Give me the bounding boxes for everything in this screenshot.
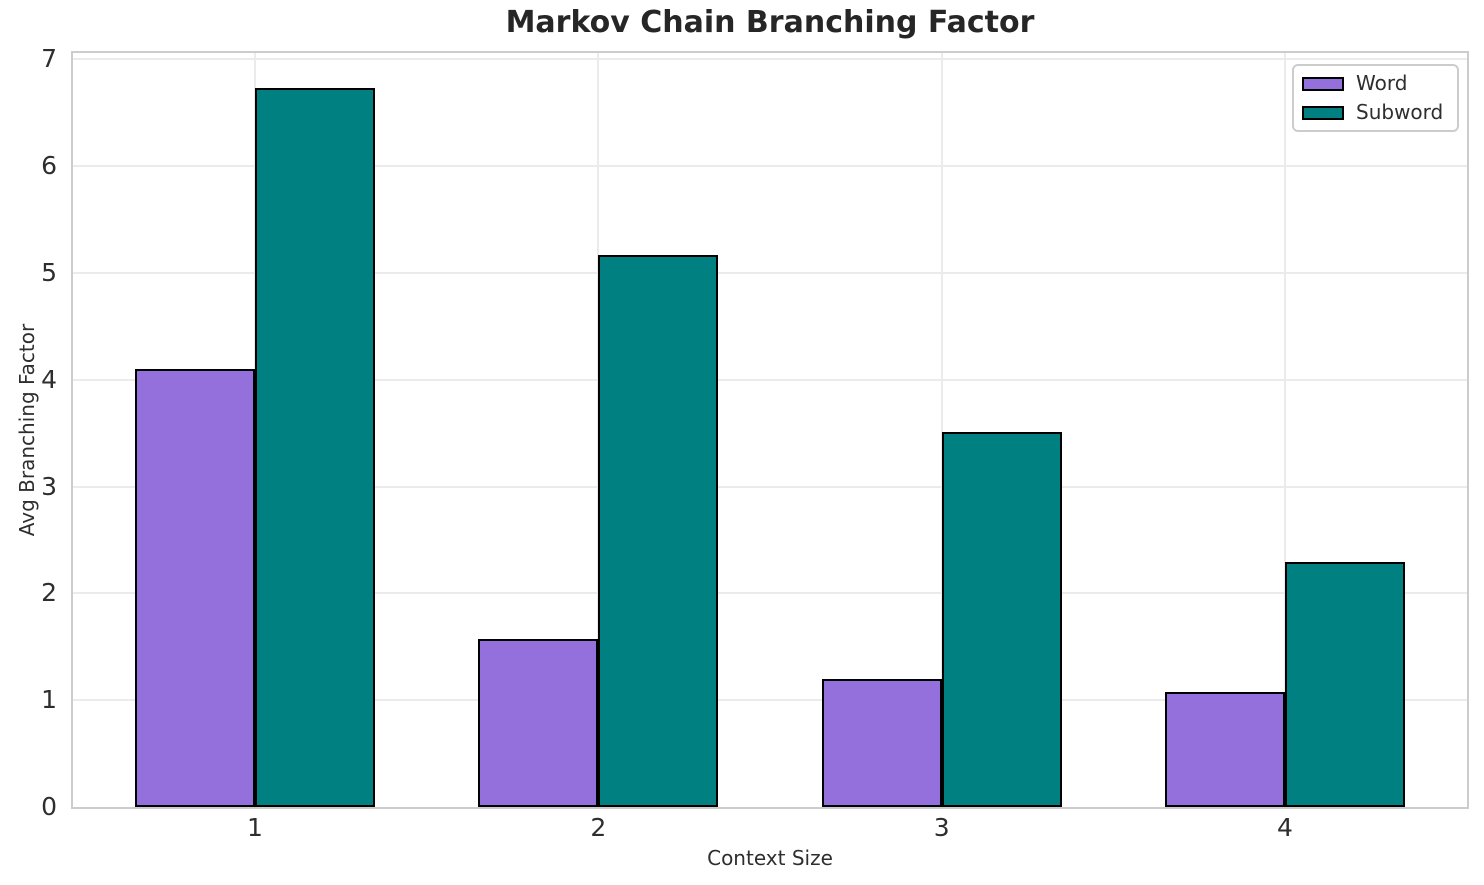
- x-axis-label: Context Size: [707, 846, 833, 870]
- h-gridline: [73, 485, 1467, 488]
- bar-subword-1: [255, 88, 375, 807]
- y-tick-label: 6: [41, 151, 57, 181]
- h-gridline: [73, 165, 1467, 168]
- y-tick-label: 5: [41, 258, 57, 287]
- y-tick-label: 4: [41, 364, 57, 394]
- h-gridline: [73, 272, 1467, 274]
- h-gridline: [73, 592, 1467, 595]
- v-gridline: [1284, 53, 1286, 807]
- y-tick-label: 1: [41, 685, 57, 715]
- bar-subword-2: [598, 255, 719, 807]
- bar-word-2: [478, 639, 599, 807]
- h-gridline: [73, 699, 1467, 702]
- legend-item-word: Word: [1302, 71, 1443, 96]
- word-color-swatch: [1302, 76, 1344, 91]
- subword-color-swatch: [1302, 105, 1344, 120]
- x-tick-label: 2: [590, 813, 607, 842]
- h-gridline: [73, 378, 1467, 381]
- legend-item-subword: Subword: [1302, 100, 1443, 125]
- chart-title: Markov Chain Branching Factor: [505, 5, 1035, 40]
- y-tick-label: 2: [41, 578, 57, 608]
- y-tick-label: 3: [41, 471, 57, 501]
- legend-label-word: Word: [1356, 71, 1408, 95]
- h-gridline: [73, 58, 1467, 61]
- x-tick-label: 1: [247, 813, 263, 842]
- bar-word-3: [821, 679, 942, 807]
- v-gridline: [940, 53, 943, 807]
- bar-word-4: [1165, 692, 1285, 807]
- bar-subword-4: [1285, 562, 1405, 807]
- y-axis-label: Avg Branching Factor: [15, 323, 39, 537]
- bar-subword-3: [941, 432, 1062, 807]
- x-tick-label: 3: [933, 813, 950, 842]
- y-tick-label: 7: [41, 44, 57, 74]
- bar-word-1: [135, 369, 255, 807]
- legend: Word Subword: [1292, 64, 1460, 132]
- legend-label-subword: Subword: [1356, 100, 1444, 124]
- plot-area: [71, 51, 1469, 809]
- x-tick-label: 4: [1277, 813, 1293, 842]
- y-tick-label: 0: [41, 792, 57, 821]
